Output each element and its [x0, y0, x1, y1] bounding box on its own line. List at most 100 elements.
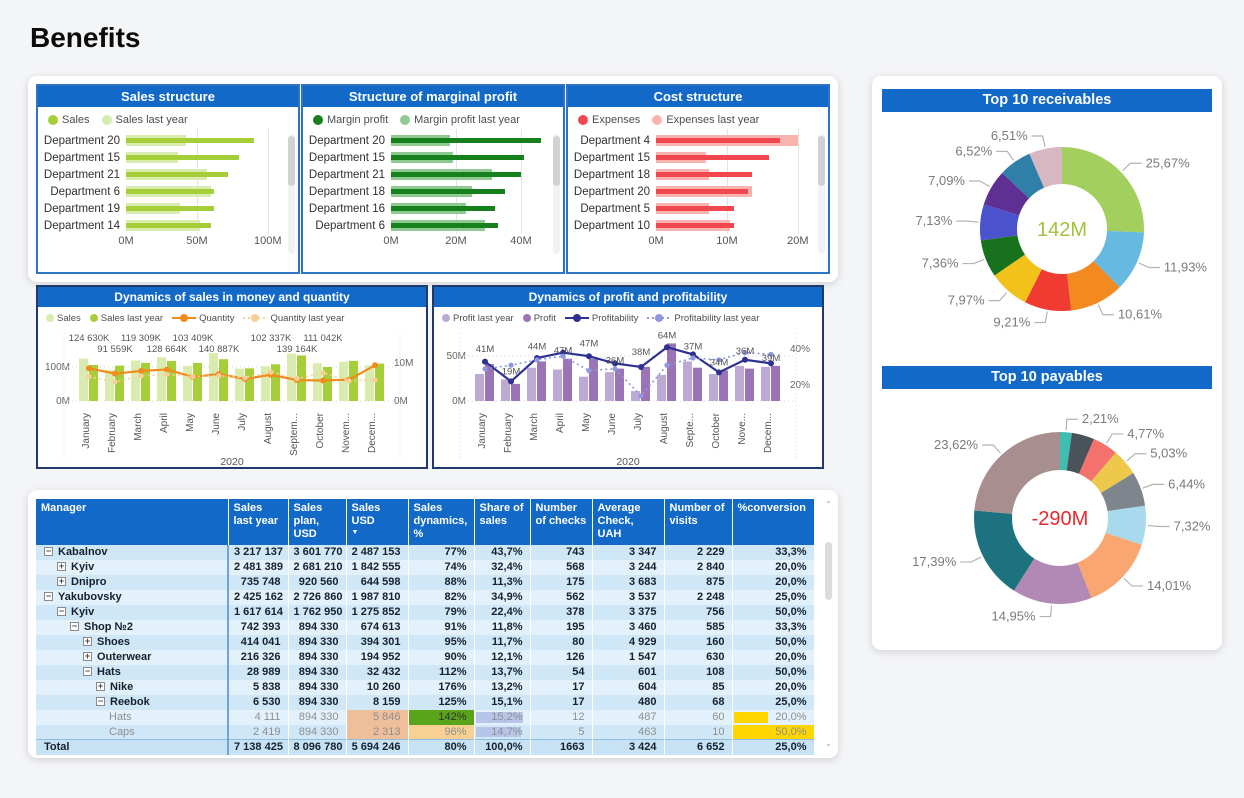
line-profitability-last-year[interactable]	[484, 351, 772, 397]
donut-slice-7[interactable]	[983, 172, 1030, 216]
point-profitability-last-year[interactable]	[638, 393, 644, 399]
legend-item[interactable]: Profitability last year	[647, 313, 759, 324]
bar-profit[interactable]	[667, 343, 676, 401]
point-profitability-last-year[interactable]	[482, 366, 488, 372]
bar-sales-last-year[interactable]	[167, 360, 176, 401]
legend-item[interactable]: Expenses last year	[652, 114, 759, 126]
legend-item[interactable]: Margin profit	[313, 114, 388, 126]
point-quantity[interactable]	[112, 370, 118, 377]
column-header[interactable]: Number of visits	[664, 499, 733, 545]
bar-sales-last-year[interactable]	[193, 362, 202, 401]
line-quantity[interactable]	[88, 364, 376, 382]
point-quantity-last-year[interactable]	[86, 374, 92, 380]
point-profitability-last-year[interactable]	[534, 357, 540, 363]
margin-profit-bar[interactable]	[391, 155, 525, 160]
bar-profit-last-year[interactable]	[657, 374, 666, 401]
point-quantity[interactable]	[164, 366, 170, 373]
expenses-bar[interactable]	[656, 189, 749, 194]
expenses-bar[interactable]	[656, 206, 734, 211]
donut-slice-5[interactable]	[1105, 505, 1146, 545]
bar-sales[interactable]	[261, 366, 270, 401]
point-quantity[interactable]	[320, 377, 326, 384]
legend-item[interactable]: Margin profit last year	[400, 114, 520, 126]
bar-profit[interactable]	[615, 368, 624, 401]
bar-profit-last-year[interactable]	[605, 372, 614, 401]
donut-slice-0[interactable]	[1060, 432, 1072, 471]
bar-profit-last-year[interactable]	[553, 369, 562, 402]
point-quantity-last-year[interactable]	[216, 372, 222, 379]
bar-profit[interactable]	[485, 364, 494, 401]
margin-profit-bar[interactable]	[391, 189, 505, 194]
bar-sales-last-year[interactable]	[349, 360, 358, 401]
margin-profit-bar[interactable]	[391, 172, 521, 177]
point-quantity-last-year[interactable]	[138, 373, 144, 379]
point-quantity-last-year[interactable]	[164, 371, 170, 377]
chart-scrollbar-track[interactable]	[818, 134, 825, 254]
donut-slice-6[interactable]	[980, 204, 1020, 241]
expenses-bar[interactable]	[656, 172, 752, 177]
bar-sales[interactable]	[365, 365, 374, 401]
point-profitability[interactable]	[638, 364, 644, 370]
chart-scrollbar-track[interactable]	[553, 134, 560, 254]
legend-item[interactable]: Quantity	[172, 313, 234, 324]
sales-bar[interactable]	[126, 172, 229, 177]
margin-profit-bar[interactable]	[391, 223, 499, 228]
sales-bar[interactable]	[126, 155, 240, 160]
bar-sales-last-year[interactable]	[323, 367, 332, 401]
point-profitability-last-year[interactable]	[560, 353, 566, 359]
collapse-icon[interactable]: −	[96, 696, 105, 707]
bar-sales-last-year[interactable]	[271, 364, 280, 401]
expenses-bar[interactable]	[656, 155, 770, 160]
bar-profit-last-year[interactable]	[709, 374, 718, 401]
donut-slice-2[interactable]	[1078, 439, 1116, 482]
donut-slice-0[interactable]	[1062, 147, 1144, 233]
collapse-icon[interactable]: −	[83, 666, 92, 677]
margin-profit-bar[interactable]	[391, 206, 495, 211]
scroll-down-icon[interactable]: ⌄	[825, 739, 832, 748]
bar-sales-last-year[interactable]	[141, 362, 150, 401]
donut-slice-9[interactable]	[974, 432, 1060, 514]
bar-profit-last-year[interactable]	[631, 391, 640, 401]
bar-sales[interactable]	[313, 363, 322, 401]
bar-profit[interactable]	[563, 358, 572, 401]
bar-sales[interactable]	[131, 360, 140, 401]
bar-sales[interactable]	[105, 369, 114, 401]
column-header[interactable]: %conversion	[732, 499, 815, 545]
donut-slice-9[interactable]	[1029, 147, 1062, 188]
point-profitability[interactable]	[508, 378, 514, 385]
expand-icon[interactable]: +	[57, 576, 66, 587]
point-quantity-last-year[interactable]	[372, 377, 378, 383]
bar-profit-last-year[interactable]	[735, 365, 744, 401]
collapse-icon[interactable]: −	[57, 606, 66, 617]
bar-profit[interactable]	[771, 365, 780, 401]
expand-icon[interactable]: +	[96, 681, 105, 692]
table-scrollbar[interactable]: ⌃ ⌄	[823, 500, 834, 748]
sales-bar[interactable]	[126, 189, 214, 194]
point-profitability[interactable]	[664, 344, 670, 351]
point-profitability-last-year[interactable]	[716, 357, 722, 363]
expenses-bar[interactable]	[656, 223, 734, 228]
donut-slice-1[interactable]	[1066, 432, 1095, 474]
bar-profit[interactable]	[719, 370, 728, 401]
point-profitability-last-year[interactable]	[612, 366, 618, 372]
bar-sales-last-year[interactable]	[245, 368, 254, 401]
point-quantity-last-year[interactable]	[320, 370, 326, 376]
bar-profit-last-year[interactable]	[501, 379, 510, 401]
bar-profit[interactable]	[511, 383, 520, 401]
point-profitability[interactable]	[586, 353, 592, 360]
donut-slice-7[interactable]	[1013, 558, 1092, 604]
point-quantity-last-year[interactable]	[294, 375, 300, 382]
point-profitability-last-year[interactable]	[664, 362, 670, 368]
point-quantity-last-year[interactable]	[112, 379, 118, 385]
donut-slice-3[interactable]	[1025, 269, 1072, 311]
column-header[interactable]: Sales last year	[228, 499, 289, 545]
point-profitability-last-year[interactable]	[742, 350, 748, 356]
point-profitability[interactable]	[742, 356, 748, 363]
point-quantity-last-year[interactable]	[242, 375, 248, 381]
point-quantity[interactable]	[138, 367, 144, 374]
point-quantity-last-year[interactable]	[346, 378, 352, 384]
point-quantity-last-year[interactable]	[190, 374, 196, 380]
sales-bar[interactable]	[126, 138, 254, 143]
donut-slice-1[interactable]	[1093, 230, 1144, 288]
point-profitability-last-year[interactable]	[690, 355, 696, 361]
